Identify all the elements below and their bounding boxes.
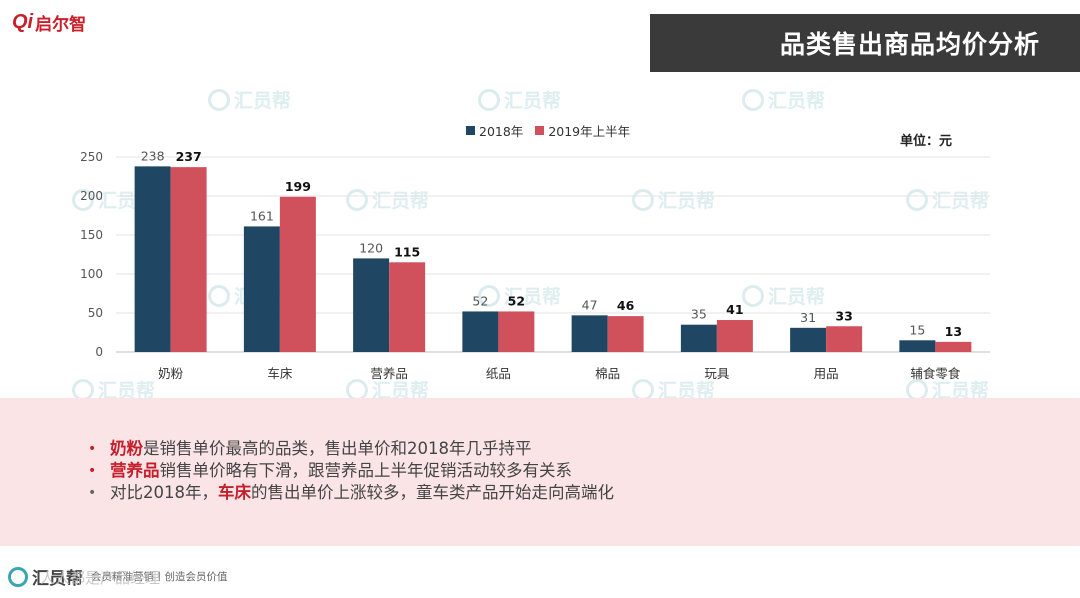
- legend-label-2018: 2018年: [479, 124, 524, 139]
- data-label-2019h1: 199: [285, 179, 311, 194]
- bar-chart: 0 50 100 150 200 250 238 237 奶粉 161 199 车床 120 115 营养品…: [80, 148, 990, 381]
- data-label-2019h1: 13: [945, 324, 962, 339]
- data-label-2018: 52: [472, 293, 488, 308]
- insight-text: 是销售单价最高的品类，售出单价和2018年几乎持平: [143, 439, 532, 458]
- title-bar: 品类售出商品均价分析: [650, 14, 1080, 72]
- bullet-dot: •: [88, 463, 97, 479]
- x-tick-label: 纸品: [486, 366, 511, 381]
- footer-logo: 汇员帮: [8, 564, 83, 589]
- bar-2018: [353, 258, 390, 352]
- legend-item-2019h1: 2019年上半年: [535, 121, 630, 140]
- bar-2019h1: [279, 196, 316, 352]
- watermark: 汇员帮: [478, 86, 561, 113]
- x-tick-label: 奶粉: [158, 366, 184, 381]
- data-label-2019h1: 115: [394, 244, 420, 259]
- insight-item: • 营养品销售单价略有下滑，跟营养品上半年促销活动较多有关系: [88, 460, 614, 482]
- data-label-2019h1: 237: [176, 149, 202, 164]
- y-tick-label: 50: [88, 306, 103, 320]
- insight-text: 的售出单价上涨较多，童车类产品开始走向高端化: [251, 483, 614, 502]
- data-label-2019h1: 46: [617, 298, 635, 313]
- legend-swatch-2018: [466, 126, 475, 135]
- data-label-2018: 31: [800, 310, 816, 325]
- bar-2018: [899, 340, 936, 352]
- x-tick-label: 棉品: [595, 366, 620, 381]
- insight-item: • 对比2018年，车床的售出单价上涨较多，童车类产品开始走向高端化: [88, 482, 614, 504]
- bar-2019h1: [607, 316, 644, 352]
- bar-2019h1: [935, 341, 972, 352]
- insight-text: 销售单价略有下滑，跟营养品上半年促销活动较多有关系: [159, 461, 573, 480]
- x-tick-label: 玩具: [704, 366, 730, 381]
- brand-logo: Qi 启尔智: [12, 10, 86, 35]
- footer-logo-icon: [8, 566, 28, 587]
- bar-2018: [790, 327, 827, 352]
- insight-item: • 奶粉是销售单价最高的品类，售出单价和2018年几乎持平: [88, 438, 614, 460]
- bar-2019h1: [498, 311, 535, 352]
- bullet-dot: •: [88, 441, 97, 457]
- x-tick-label: 车床: [267, 366, 293, 381]
- data-label-2019h1: 52: [508, 293, 525, 308]
- data-label-2018: 15: [909, 322, 925, 337]
- insight-highlight: 奶粉: [110, 439, 143, 458]
- data-label-2018: 35: [691, 307, 707, 322]
- bar-2019h1: [716, 320, 753, 352]
- chart-legend: 2018年 2019年上半年: [466, 121, 642, 140]
- watermark: 汇员帮: [742, 86, 825, 113]
- insight-panel: [0, 398, 1080, 546]
- legend-label-2019h1: 2019年上半年: [548, 124, 631, 139]
- y-tick-label: 250: [80, 150, 103, 164]
- bar-2018: [680, 324, 717, 352]
- watermark: 汇员帮: [478, 282, 561, 309]
- insight-list: • 奶粉是销售单价最高的品类，售出单价和2018年几乎持平 • 营养品销售单价略…: [88, 438, 614, 504]
- footer-logo-text: 汇员帮: [32, 569, 83, 588]
- insight-highlight: 营养品: [110, 461, 160, 480]
- bar-2018: [243, 226, 280, 352]
- brand-mark: Qi: [12, 11, 34, 33]
- insight-prefix: 对比2018年，: [110, 483, 218, 502]
- page-title: 品类售出商品均价分析: [779, 30, 1040, 59]
- insight-highlight: 车床: [218, 483, 251, 502]
- data-label-2018: 47: [582, 297, 598, 312]
- bar-2018: [462, 311, 499, 352]
- data-label-2018: 161: [250, 208, 274, 223]
- footer-tagline: 会员精准营销丨创造会员价值: [91, 571, 228, 583]
- unit-label: 单位：元: [900, 134, 953, 149]
- brand-name: 启尔智: [35, 15, 87, 34]
- legend-swatch-2019h1: [535, 126, 545, 135]
- data-label-2018: 120: [359, 240, 383, 255]
- bullet-dot: •: [88, 485, 97, 501]
- data-label-2019h1: 33: [835, 308, 852, 323]
- y-tick-label: 100: [80, 267, 103, 281]
- watermark: 汇员帮: [208, 86, 291, 113]
- data-label-2019h1: 41: [726, 302, 743, 317]
- y-tick-label: 0: [95, 345, 103, 359]
- data-label-2018: 238: [141, 148, 165, 163]
- watermark: 汇员帮: [742, 282, 825, 309]
- bar-2018: [571, 315, 608, 352]
- x-tick-label: 营养品: [370, 366, 408, 381]
- bar-2019h1: [170, 167, 207, 352]
- footer-watermark: 人人都是产品经理: [40, 569, 161, 587]
- bar-2019h1: [826, 326, 863, 352]
- bar-2018: [134, 166, 171, 352]
- x-tick-label: 用品: [814, 366, 839, 381]
- legend-item-2018: 2018年: [466, 121, 523, 140]
- bar-2019h1: [389, 262, 426, 352]
- x-tick-label: 辅食零食: [910, 366, 961, 381]
- y-tick-label: 200: [80, 189, 103, 203]
- y-tick-label: 150: [80, 228, 103, 242]
- footer: 汇员帮 会员精准营销丨创造会员价值 人人都是产品经理: [8, 564, 228, 589]
